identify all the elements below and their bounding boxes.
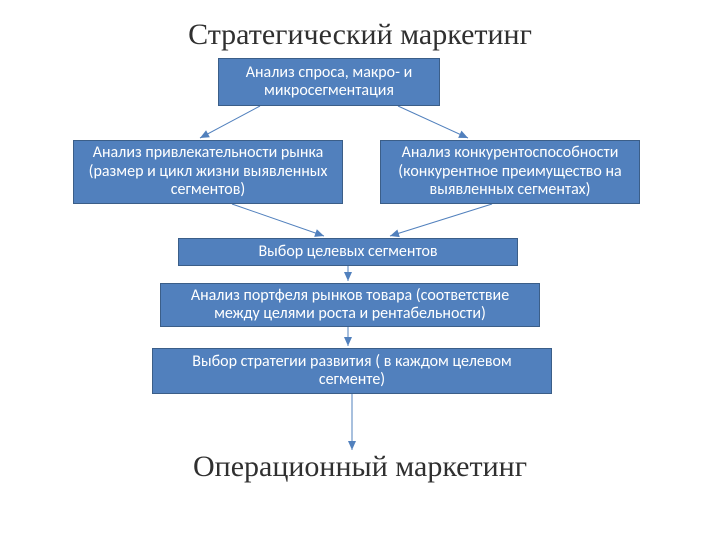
box-portfolio-analysis: Анализ портфеля рынков товара (соответст… bbox=[160, 283, 540, 327]
box-label: Выбор стратегии развития ( в каждом целе… bbox=[159, 353, 545, 390]
box-label: Анализ конкурентоспособности (конкурентн… bbox=[387, 144, 633, 199]
box-target-segments: Выбор целевых сегментов bbox=[178, 238, 518, 266]
box-competitiveness: Анализ конкурентоспособности (конкурентн… bbox=[380, 140, 640, 204]
box-label: Анализ привлекательности рынка (размер и… bbox=[80, 144, 336, 199]
box-label: Анализ спроса, макро- и микросегментация bbox=[225, 64, 433, 101]
box-attractiveness: Анализ привлекательности рынка (размер и… bbox=[73, 140, 343, 204]
title-top: Стратегический маркетинг bbox=[0, 18, 720, 52]
box-label: Выбор целевых сегментов bbox=[258, 243, 437, 261]
box-demand-analysis: Анализ спроса, макро- и микросегментация bbox=[218, 58, 440, 106]
box-label: Анализ портфеля рынков товара (соответст… bbox=[167, 287, 533, 324]
title-bottom: Операционный маркетинг bbox=[0, 450, 720, 484]
box-strategy-choice: Выбор стратегии развития ( в каждом целе… bbox=[152, 348, 552, 394]
